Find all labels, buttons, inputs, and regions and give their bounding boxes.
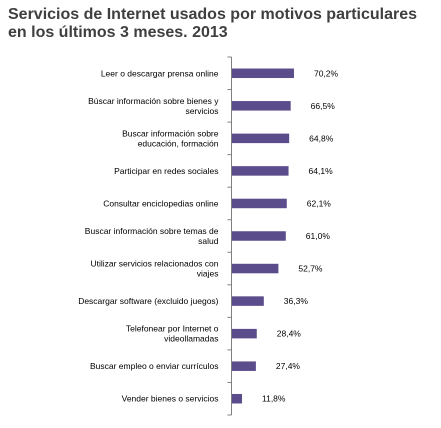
bars-group [231, 68, 294, 404]
value-label: 11,8% [262, 394, 286, 404]
bar [231, 296, 264, 306]
bar [231, 361, 256, 371]
category-label: Telefonear por Internet o videollamadas [126, 324, 219, 344]
value-label: 28,4% [277, 329, 302, 339]
bar [231, 328, 257, 339]
value-label: 64,8% [309, 133, 334, 143]
category-label: Descargar software (excluido juegos) [78, 296, 218, 306]
bar [231, 166, 289, 176]
bar [231, 68, 294, 79]
category-label: Leer o descargar prensa online [101, 68, 219, 78]
category-label: Buscar empleo o enviar currículos [90, 361, 219, 371]
category-label: Participar en redes sociales [114, 166, 218, 176]
bar [231, 198, 287, 209]
value-label: 66,5% [311, 101, 336, 111]
value-label: 64,1% [309, 166, 334, 176]
category-label: Búscar información sobre bienes y servici… [88, 96, 219, 116]
category-labels-group: Leer o descargar prensa online Búscar inf… [78, 68, 219, 403]
value-label: 70,2% [314, 68, 339, 78]
value-label: 62,1% [307, 198, 332, 208]
category-label: Consultar enciclopedias online [103, 198, 219, 208]
value-label: 61,0% [306, 231, 331, 241]
category-label: Vender bienes o servicios [122, 394, 219, 404]
bar [231, 101, 291, 111]
category-label: Buscar información sobre educación, forma… [122, 128, 219, 148]
category-label: Utilizar servicios relacionados con viaje… [90, 259, 218, 279]
value-label: 52,7% [298, 264, 323, 274]
bar [231, 393, 243, 404]
value-label: 27,4% [276, 361, 301, 371]
value-label: 36,3% [284, 296, 309, 306]
bar [231, 231, 286, 241]
bar [231, 263, 279, 274]
category-label: Buscar información sobre temas de salud [85, 226, 219, 246]
y-ticks-group [227, 56, 232, 416]
bar [231, 133, 290, 144]
value-labels-group: 70,2% 66,5% 64,8% 64,1% 62,1% 61,0% 52,7% 36,3%… [262, 68, 339, 403]
chart-title: Servicios de Internet usados por motivos… [8, 6, 418, 41]
